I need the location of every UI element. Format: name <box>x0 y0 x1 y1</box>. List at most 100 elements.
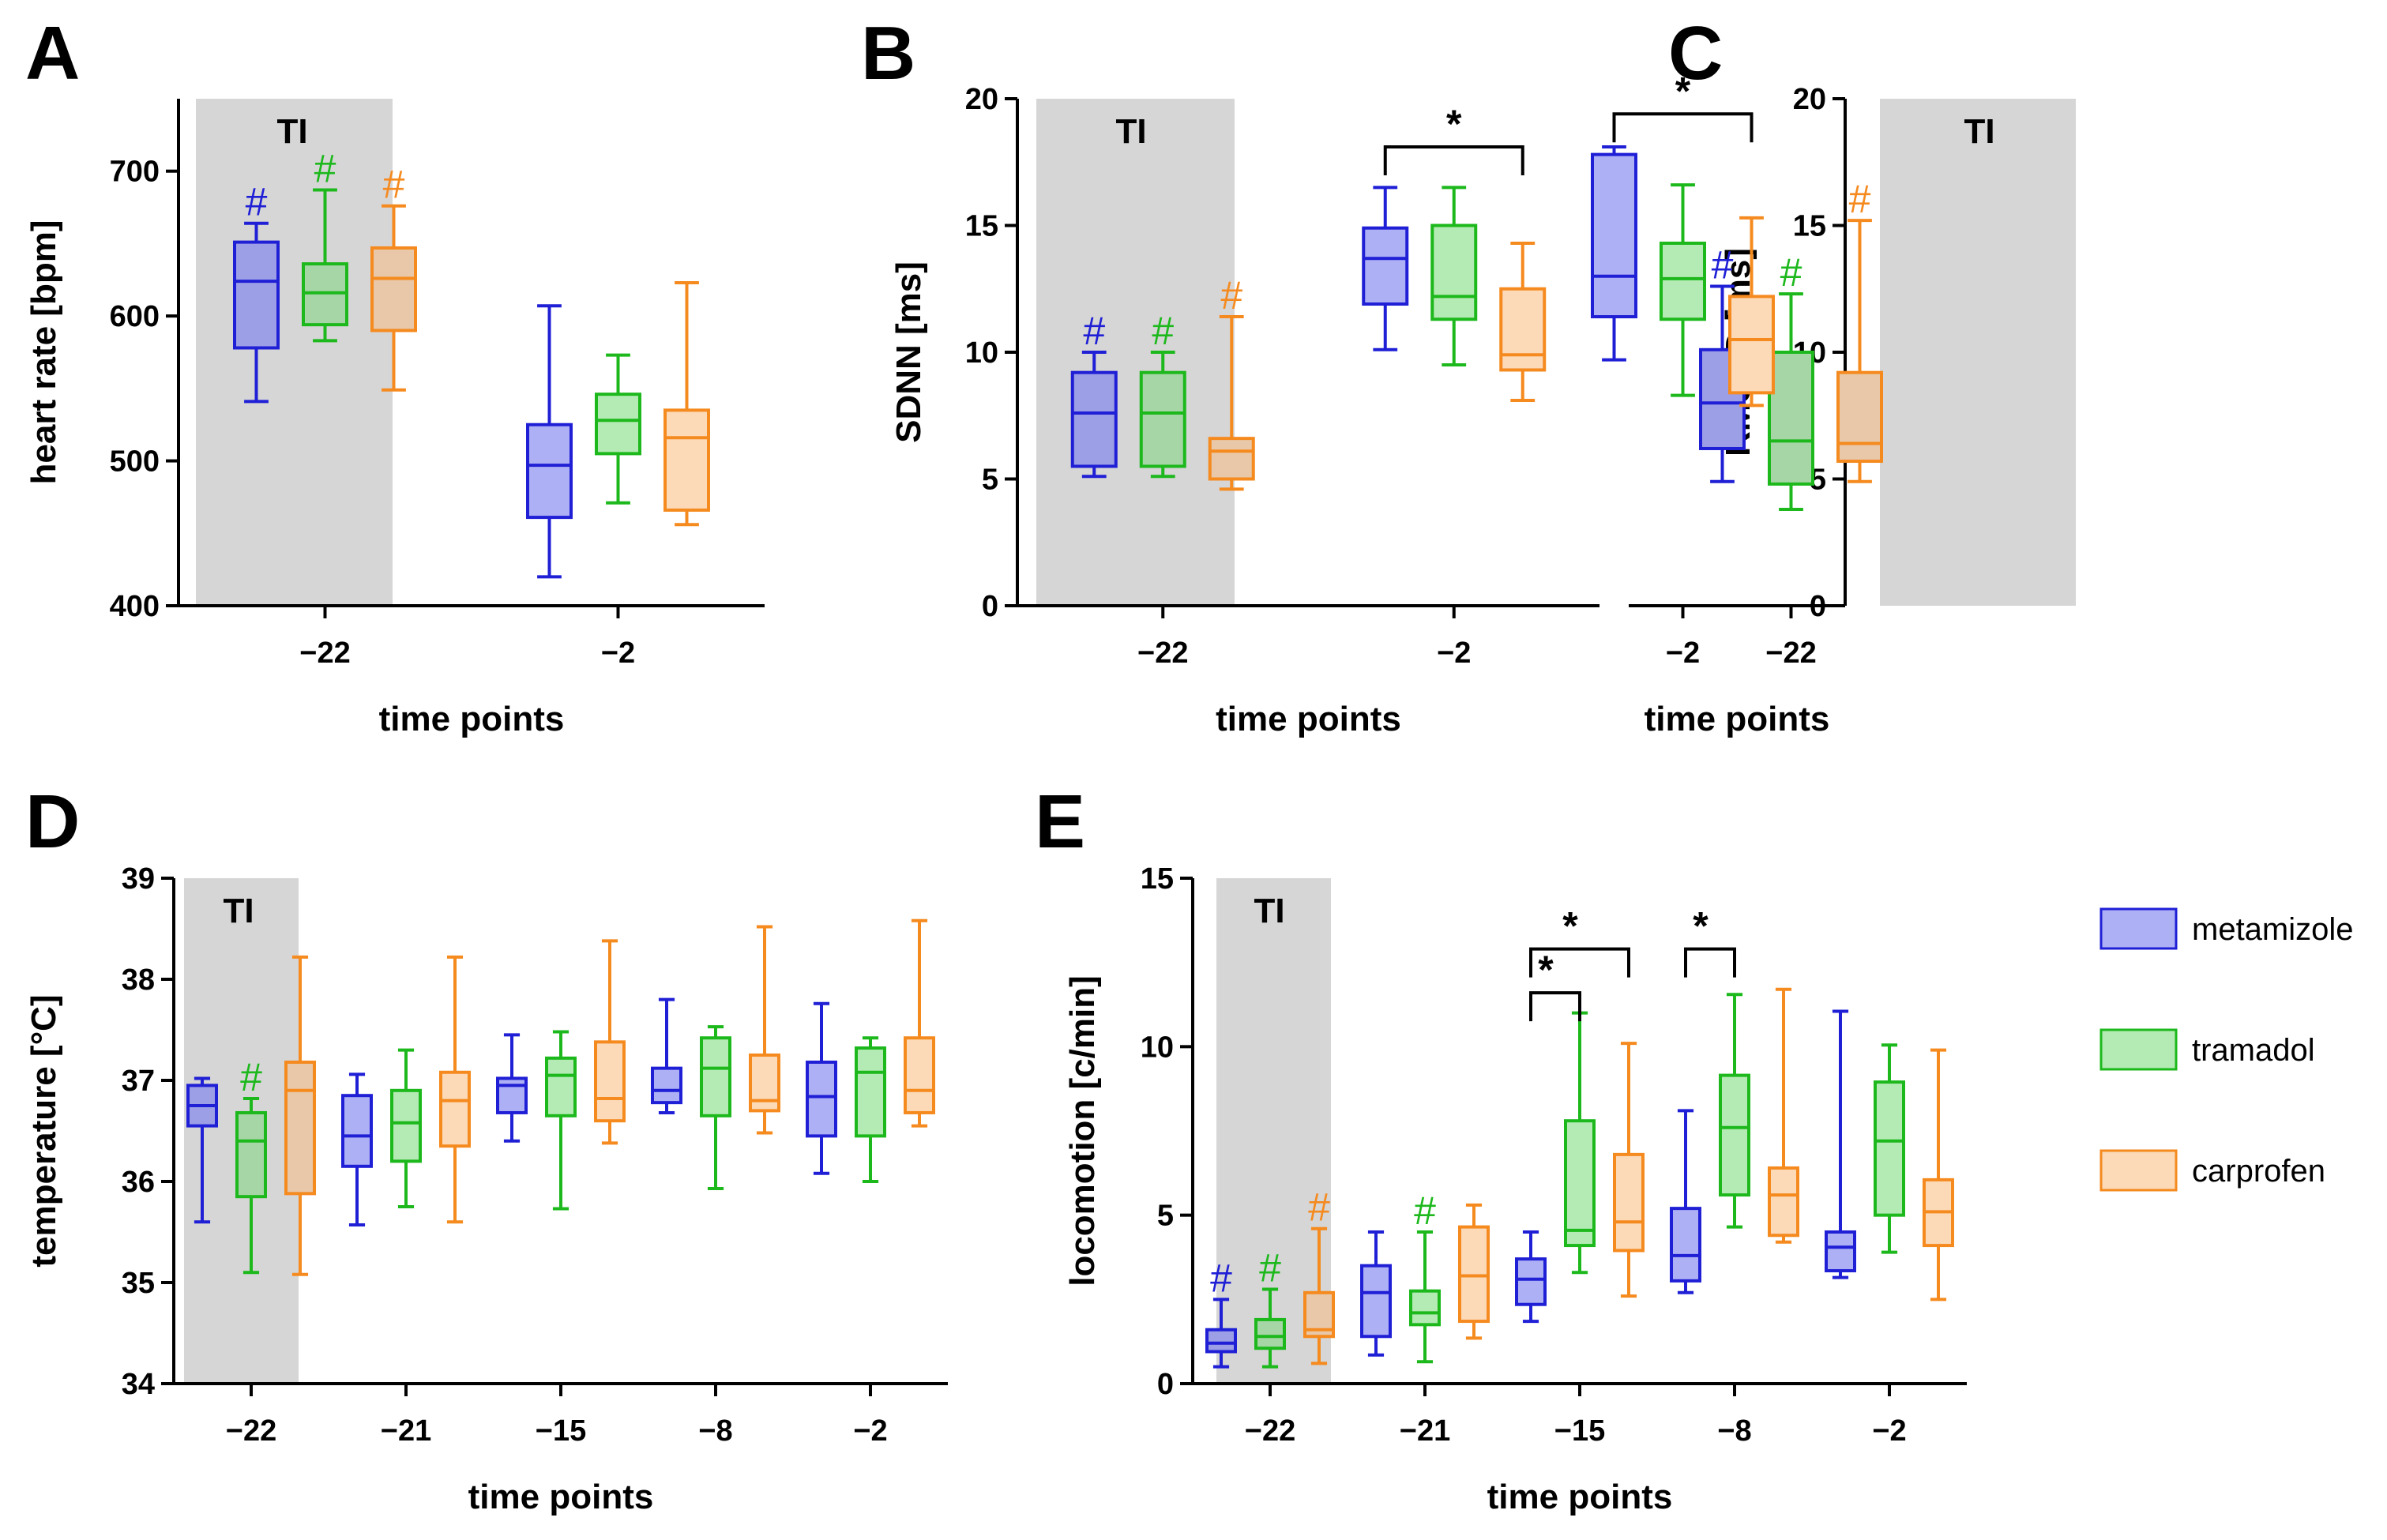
box-tramadol <box>700 1025 731 1190</box>
significance-star: * <box>1446 102 1462 146</box>
panel-b: TI B 0 5 10 15 20 −22 −2 time points SDNN [ms] # # # * <box>861 11 1599 738</box>
x-tick-label: −22 <box>1765 637 1816 670</box>
legend-item-tramadol: tramadol <box>2099 1028 2315 1071</box>
box-iqr <box>233 240 280 350</box>
x-tick-label: −2 <box>601 637 635 670</box>
box-metamizole: # <box>1070 309 1118 479</box>
hash-marker: # <box>314 147 336 191</box>
panel-letter: B <box>861 11 915 96</box>
x-axis-title: time points <box>379 700 565 738</box>
box-iqr <box>595 393 641 456</box>
box-iqr <box>496 1076 528 1114</box>
box-iqr <box>1409 1289 1441 1327</box>
box-carprofen <box>663 280 710 527</box>
box-iqr <box>1360 1264 1392 1339</box>
x-axis-title: time points <box>1487 1478 1673 1516</box>
box-tramadol: # <box>302 147 348 343</box>
y-tick-label: 15 <box>965 210 998 243</box>
box-carprofen <box>594 939 626 1145</box>
box-carprofen <box>439 955 471 1224</box>
hash-marker: # <box>1152 309 1174 353</box>
y-tick-label: 38 <box>122 963 155 997</box>
box-metamizole <box>806 1001 837 1175</box>
box-carprofen <box>1923 1048 1954 1301</box>
x-tick-label: −2 <box>1437 637 1471 670</box>
panel-letter: D <box>25 779 80 864</box>
y-tick-label: 15 <box>1793 210 1826 243</box>
box-iqr <box>1768 351 1814 486</box>
box-tramadol <box>1660 183 1706 397</box>
y-tick-label: 37 <box>122 1065 155 1098</box>
box-metamizole <box>1591 145 1637 362</box>
x-tick-label: −22 <box>1245 1414 1295 1448</box>
box-metamizole <box>186 1076 218 1224</box>
x-tick-label: −2 <box>1666 637 1700 670</box>
box-metamizole <box>496 1033 528 1143</box>
box-metamizole <box>651 997 682 1114</box>
box-carprofen <box>1499 241 1547 402</box>
box-metamizole <box>1362 186 1409 351</box>
significance-bracket <box>1529 947 1630 978</box>
box-iqr <box>855 1046 886 1138</box>
x-tick-label: −22 <box>226 1414 276 1448</box>
hash-marker: # <box>383 163 405 207</box>
legend-swatch-carprofen <box>2099 1149 2178 1192</box>
box-iqr <box>1728 295 1775 395</box>
panel-e: TI E 0 5 10 15 −22 −21 −15 −8 −2 time points locomot… <box>1035 779 1967 1516</box>
box-tramadol <box>855 1036 886 1183</box>
box-iqr <box>1874 1080 1905 1217</box>
significance-star: * <box>1693 904 1708 948</box>
y-axis-title: SDNN [ms] <box>889 261 928 443</box>
ti-shade <box>196 99 393 606</box>
box-iqr <box>651 1066 682 1105</box>
box-tramadol <box>1874 1043 1905 1254</box>
y-tick-label: 700 <box>110 156 160 189</box>
legend-swatch-tramadol <box>2099 1028 2178 1071</box>
hash-marker: # <box>1780 250 1802 295</box>
panel-d: TI D 34 35 36 37 38 39 −22 −21 −15 −8 −2 time points t… <box>24 779 948 1516</box>
box-carprofen <box>749 925 780 1135</box>
box-tramadol <box>1719 993 1750 1229</box>
x-axis-title: time points <box>468 1478 654 1516</box>
box-iqr <box>1430 223 1478 321</box>
box-iqr <box>1205 1328 1237 1354</box>
box-tramadol: # <box>235 1055 267 1275</box>
x-tick-label: −2 <box>1872 1414 1906 1448</box>
box-iqr <box>1564 1119 1596 1248</box>
x-tick-label: −22 <box>1137 637 1188 670</box>
y-tick-label: 5 <box>982 464 998 497</box>
x-tick-label: −15 <box>536 1414 586 1448</box>
significance-bracket <box>1529 991 1581 1022</box>
box-carprofen <box>1728 216 1775 408</box>
y-axis-title: temperature [°C] <box>24 994 63 1267</box>
box-iqr <box>904 1036 935 1114</box>
box-carprofen <box>1458 1203 1490 1340</box>
legend-label-metamizole: metamizole <box>2192 912 2354 947</box>
y-tick-label: 5 <box>1157 1200 1174 1233</box>
box-iqr <box>1208 437 1255 481</box>
ti-label: TI <box>223 892 254 930</box>
x-axis-title: time points <box>1645 700 1830 738</box>
box-iqr <box>1613 1152 1645 1253</box>
y-tick-label: 20 <box>1793 83 1826 116</box>
y-tick-label: 0 <box>982 590 998 623</box>
legend: metamizole tramadol carprofen <box>2099 907 2354 1192</box>
box-carprofen: # <box>1208 273 1255 491</box>
y-tick-label: 600 <box>110 300 160 333</box>
hash-marker: # <box>1083 309 1105 353</box>
box-tramadol <box>545 1030 577 1211</box>
box-tramadol: # <box>1409 1189 1441 1364</box>
x-axis-title: time points <box>1216 700 1401 738</box>
significance-bracket <box>1383 145 1524 175</box>
box-iqr <box>1515 1257 1547 1306</box>
box-carprofen: # <box>370 163 417 392</box>
hash-marker: # <box>1259 1246 1281 1290</box>
box-carprofen <box>284 955 316 1276</box>
significance-star: * <box>1538 948 1554 992</box>
box-iqr <box>749 1054 780 1113</box>
x-tick-label: −21 <box>1400 1414 1450 1448</box>
hash-marker: # <box>1308 1185 1330 1230</box>
y-tick-label: 20 <box>965 83 998 116</box>
y-tick-label: 34 <box>122 1368 155 1401</box>
y-tick-label: 0 <box>1157 1368 1174 1401</box>
